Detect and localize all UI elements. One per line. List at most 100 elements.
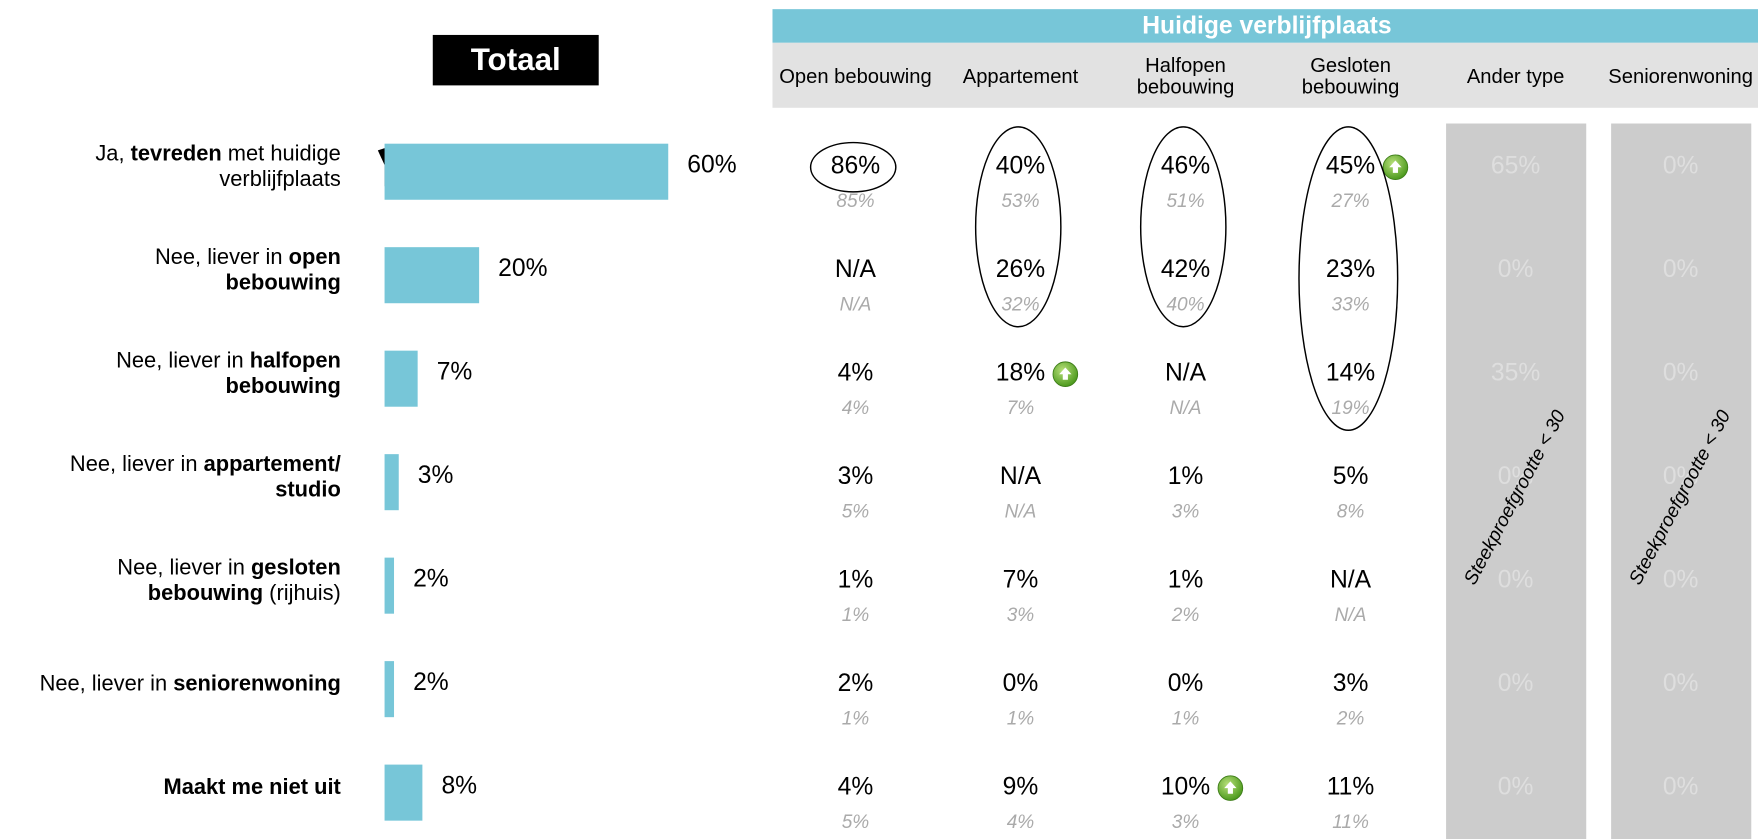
value-label: 3% <box>418 462 454 489</box>
low-sample-column <box>1446 123 1587 839</box>
column-header: Gesloten <box>1310 55 1391 77</box>
cell-value: N/A <box>1330 567 1372 594</box>
cell-previous: 3% <box>1172 501 1200 522</box>
column-header: Seniorenwoning <box>1608 66 1753 88</box>
cell-value: 35% <box>1491 360 1540 387</box>
cell-value: 0% <box>1663 567 1699 594</box>
cell-value: 2% <box>838 670 874 697</box>
bar <box>384 764 423 821</box>
bar <box>384 557 395 614</box>
cell-value: 18% <box>996 360 1045 387</box>
bar <box>384 661 395 718</box>
cell-value: 0% <box>1168 670 1204 697</box>
value-label: 20% <box>498 255 547 282</box>
label-part: met huidige <box>222 140 341 165</box>
cell-previous: 1% <box>842 605 870 626</box>
cell-value: N/A <box>1165 360 1207 387</box>
column-header: Open bebouwing <box>779 66 932 88</box>
icon-arrow <box>1389 160 1402 173</box>
cell-previous: 1% <box>1172 708 1200 729</box>
cell-value: 40% <box>996 153 1045 180</box>
highlight-ellipse <box>1298 126 1399 431</box>
label-part: tevreden <box>131 140 222 165</box>
cell-previous: 40% <box>1166 295 1204 316</box>
cell-previous: 3% <box>1007 605 1035 626</box>
value-label: 2% <box>413 669 449 696</box>
cell-previous: 11% <box>1332 812 1369 833</box>
cell-previous: N/A <box>1335 605 1367 626</box>
cell-previous: 51% <box>1166 191 1204 212</box>
cell-value: 10% <box>1161 774 1210 801</box>
cell-value: 3% <box>1333 670 1369 697</box>
label-part: Nee, liever in <box>155 244 289 269</box>
cell-value: 1% <box>1168 567 1204 594</box>
label-part: Nee, liever in <box>40 670 174 695</box>
cell-value: 46% <box>1161 153 1210 180</box>
cell-previous: 27% <box>1331 191 1370 212</box>
category-label: bebouwing <box>225 269 340 294</box>
label-part: studio <box>275 476 341 501</box>
cell-value: 1% <box>838 567 874 594</box>
cell-previous: N/A <box>840 295 872 316</box>
cell-previous: 33% <box>1332 295 1370 316</box>
cell-value: 11% <box>1327 774 1375 801</box>
category-label: bebouwing (rijhuis) <box>148 580 341 605</box>
column-header: bebouwing <box>1302 77 1400 99</box>
category-label: Nee, liever in open <box>155 244 341 269</box>
label-part: Maakt me niet uit <box>163 774 341 799</box>
value-label: 2% <box>413 566 449 593</box>
cell-value: 0% <box>1498 774 1534 801</box>
cell-previous: N/A <box>1005 501 1037 522</box>
label-part: open <box>289 244 341 269</box>
cell-value: 42% <box>1161 256 1210 283</box>
category-label: bebouwing <box>225 373 340 398</box>
column-header-band <box>772 42 1758 108</box>
cell-value: 23% <box>1326 256 1375 283</box>
cell-value: 86% <box>831 153 880 180</box>
cell-value: 0% <box>1498 463 1534 490</box>
increase-icon <box>1052 361 1079 387</box>
cell-previous: 7% <box>1007 398 1035 419</box>
label-part: (rijhuis) <box>263 580 341 605</box>
table-title-band <box>772 9 1758 43</box>
column-header: Appartement <box>963 66 1079 88</box>
category-label: Maakt me niet uit <box>163 774 341 799</box>
label-part: bebouwing <box>225 269 340 294</box>
cell-value: 45% <box>1326 153 1375 180</box>
cell-value: N/A <box>835 256 877 283</box>
cell-value: 9% <box>1003 774 1039 801</box>
cell-value: 3% <box>838 463 874 490</box>
cell-previous: 2% <box>1171 605 1200 626</box>
cell-previous: 5% <box>842 812 870 833</box>
cell-previous: N/A <box>1170 398 1202 419</box>
bar <box>384 454 399 511</box>
icon-arrow <box>1059 367 1072 380</box>
cell-value: 26% <box>996 256 1045 283</box>
category-label: verblijfplaats <box>219 166 341 191</box>
bar <box>384 143 669 200</box>
cell-previous: 8% <box>1337 501 1365 522</box>
chart-title: Totaal <box>471 42 561 77</box>
cell-value: 4% <box>838 360 874 387</box>
cell-value: 0% <box>1003 670 1039 697</box>
label-part: bebouwing <box>225 373 340 398</box>
cell-value: 0% <box>1498 670 1534 697</box>
low-sample-column <box>1611 123 1752 839</box>
column-header: Halfopen <box>1145 55 1226 77</box>
label-part: Nee, liever in <box>70 451 204 476</box>
cell-value: 14% <box>1326 360 1375 387</box>
cell-value: N/A <box>1000 463 1042 490</box>
category-label: Nee, liever in halfopen <box>116 347 341 372</box>
cell-value: 0% <box>1498 256 1534 283</box>
cell-value: 1% <box>1168 463 1204 490</box>
cell-previous: 19% <box>1332 398 1370 419</box>
label-part: halfopen <box>250 347 341 372</box>
column-header: Ander type <box>1467 66 1565 88</box>
cell-previous: 5% <box>842 501 870 522</box>
category-label: Nee, liever in gesloten <box>117 554 341 579</box>
label-part: Nee, liever in <box>116 347 250 372</box>
cell-previous: 4% <box>1007 812 1035 833</box>
highlight-ellipse <box>974 126 1062 328</box>
table-title: Huidige verblijfplaats <box>1142 13 1391 40</box>
